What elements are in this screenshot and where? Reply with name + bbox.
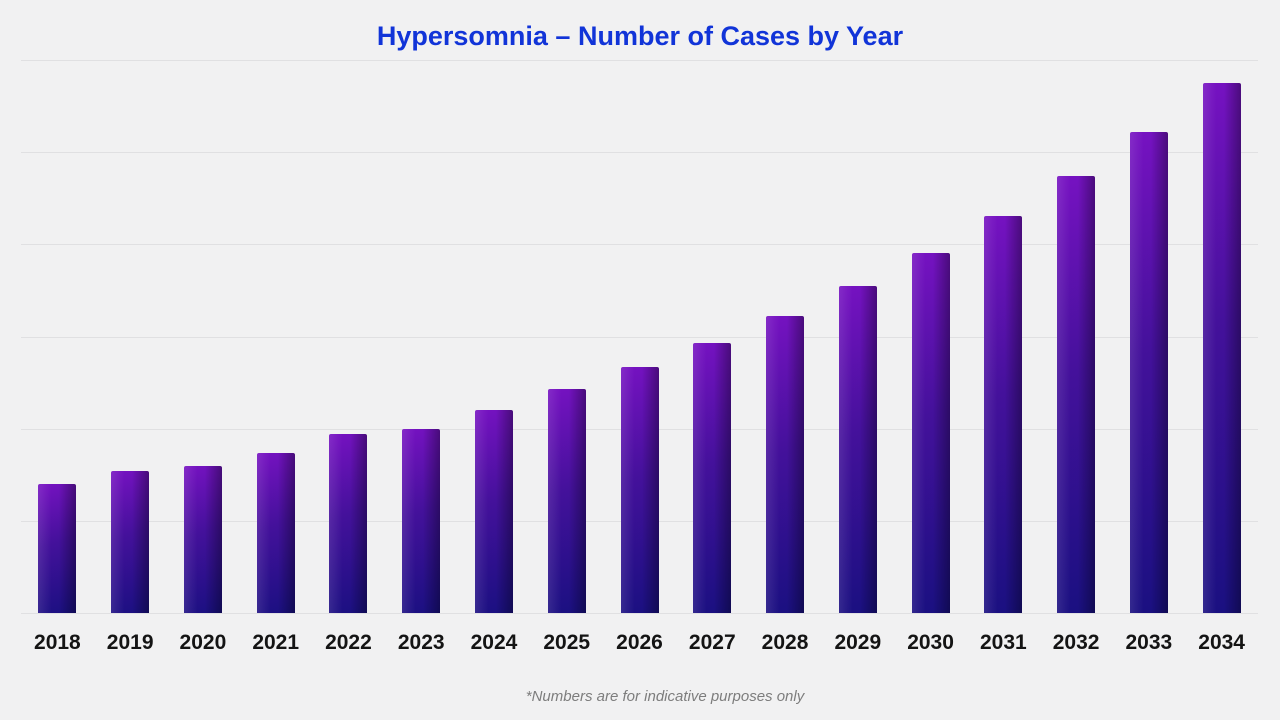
chart-bar-2022 bbox=[329, 434, 368, 613]
bar-slot bbox=[458, 60, 531, 613]
chart-bar-2030 bbox=[911, 252, 950, 613]
gridline bbox=[21, 336, 1258, 338]
x-axis-label-2033: 2033 bbox=[1125, 631, 1173, 654]
x-axis-label-2025: 2025 bbox=[543, 631, 591, 654]
x-axis-label-2018: 2018 bbox=[34, 631, 81, 654]
bar-slot bbox=[603, 60, 676, 613]
gridline bbox=[21, 152, 1258, 154]
x-axis-label-2031: 2031 bbox=[979, 631, 1027, 654]
gridline bbox=[21, 60, 1258, 61]
bar-slot bbox=[385, 60, 458, 613]
chart-bar-2034 bbox=[1202, 83, 1241, 613]
bar-slot bbox=[1185, 60, 1258, 613]
x-axis-label-2023: 2023 bbox=[397, 631, 445, 654]
plot-area bbox=[21, 60, 1258, 614]
bar-slot bbox=[749, 60, 822, 613]
bar-slot bbox=[1040, 60, 1113, 613]
bar-slot bbox=[967, 60, 1040, 613]
x-axis-label-2029: 2029 bbox=[834, 631, 882, 654]
x-axis-label-2032: 2032 bbox=[1052, 631, 1100, 654]
chart-bar-2027 bbox=[693, 342, 732, 613]
chart-bar-2020 bbox=[183, 465, 222, 613]
x-axis-label-2022: 2022 bbox=[325, 631, 372, 654]
chart-bar-2019 bbox=[111, 471, 150, 613]
chart-bar-2024 bbox=[474, 410, 513, 613]
baseline-gridline bbox=[21, 613, 1258, 614]
bar-slot bbox=[167, 60, 240, 613]
bar-slot bbox=[821, 60, 894, 613]
x-axis-label-2030: 2030 bbox=[907, 631, 954, 654]
x-axis-label-2034: 2034 bbox=[1198, 631, 1245, 654]
x-axis-label-2019: 2019 bbox=[106, 631, 154, 654]
chart-bar-2032 bbox=[1057, 176, 1096, 613]
x-axis-label-2024: 2024 bbox=[470, 631, 518, 654]
x-axis-label-2026: 2026 bbox=[616, 631, 663, 654]
bars-row bbox=[21, 60, 1258, 613]
x-axis-labels: 2018 2019 2020 2021 2022 2023 2024 2025 2026 2027… bbox=[21, 613, 1258, 663]
chart-bar-2018 bbox=[38, 483, 77, 613]
chart-bar-2033 bbox=[1129, 131, 1168, 613]
bar-slot bbox=[239, 60, 312, 613]
gridline bbox=[21, 244, 1258, 246]
bar-slot bbox=[676, 60, 749, 613]
x-axis-label-2027: 2027 bbox=[688, 631, 736, 654]
chart-bar-2028 bbox=[766, 316, 805, 613]
chart-title: Hypersomnia – Number of Cases by Year bbox=[376, 21, 904, 51]
bar-slot bbox=[1112, 60, 1185, 613]
chart-bar-2026 bbox=[620, 366, 659, 613]
chart-bar-2025 bbox=[547, 389, 586, 613]
bar-slot bbox=[530, 60, 603, 613]
x-axis-label-2020: 2020 bbox=[179, 631, 227, 654]
footnote: *Numbers are for indicative purposes onl… bbox=[525, 688, 805, 705]
bar-slot bbox=[894, 60, 967, 613]
chart-bar-2031 bbox=[984, 215, 1023, 613]
chart-bar-2029 bbox=[838, 285, 877, 613]
x-axis-label-2028: 2028 bbox=[761, 631, 809, 654]
chart-bar-2021 bbox=[256, 452, 295, 613]
bar-slot bbox=[21, 60, 94, 613]
chart-bar-2023 bbox=[402, 428, 441, 613]
bar-slot bbox=[94, 60, 167, 613]
bar-slot bbox=[312, 60, 385, 613]
x-axis-label-2021: 2021 bbox=[252, 631, 300, 654]
